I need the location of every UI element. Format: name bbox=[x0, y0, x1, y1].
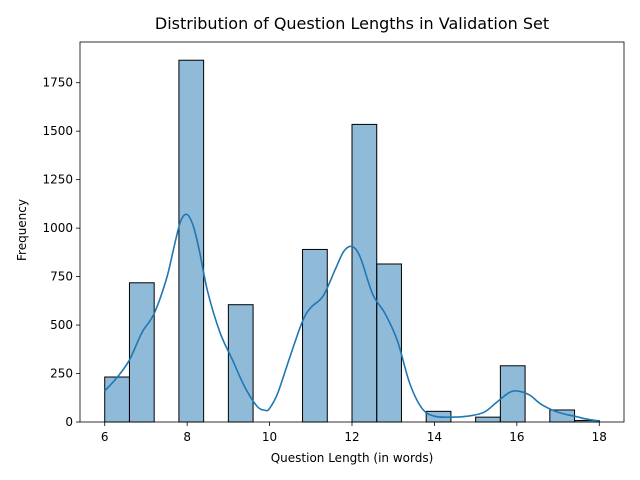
x-axis-label: Question Length (in words) bbox=[271, 451, 434, 465]
y-tick-label: 1500 bbox=[42, 124, 73, 138]
y-tick-label: 1000 bbox=[42, 221, 73, 235]
y-axis-label: Frequency bbox=[15, 199, 29, 261]
bars-group bbox=[104, 59, 600, 423]
x-axis-ticks: 6 8 10 12 14 16 18 bbox=[101, 422, 607, 444]
y-tick-label: 250 bbox=[50, 367, 73, 381]
y-tick-label: 500 bbox=[50, 318, 73, 332]
y-tick-label: 1250 bbox=[42, 173, 73, 187]
histogram-bar bbox=[104, 376, 130, 423]
x-tick-label: 10 bbox=[262, 430, 277, 444]
y-axis-ticks: 0 250 500 750 1000 1250 1500 1750 bbox=[42, 76, 80, 429]
y-tick-label: 1750 bbox=[42, 76, 73, 90]
y-tick-label: 750 bbox=[50, 270, 73, 284]
histogram-bar bbox=[227, 304, 254, 423]
x-tick-label: 16 bbox=[509, 430, 524, 444]
histogram-bar bbox=[475, 416, 501, 423]
histogram-bar bbox=[302, 248, 328, 423]
y-tick-label: 0 bbox=[65, 415, 73, 429]
histogram-bar bbox=[499, 365, 526, 423]
x-tick-label: 6 bbox=[101, 430, 109, 444]
x-tick-label: 12 bbox=[344, 430, 359, 444]
kde-curve bbox=[104, 213, 600, 422]
x-tick-label: 18 bbox=[592, 430, 607, 444]
histogram-bar bbox=[351, 123, 378, 423]
x-tick-label: 14 bbox=[427, 430, 442, 444]
histogram-bar bbox=[178, 59, 205, 423]
chart-title: Distribution of Question Lengths in Vali… bbox=[155, 14, 549, 33]
x-tick-label: 8 bbox=[183, 430, 191, 444]
